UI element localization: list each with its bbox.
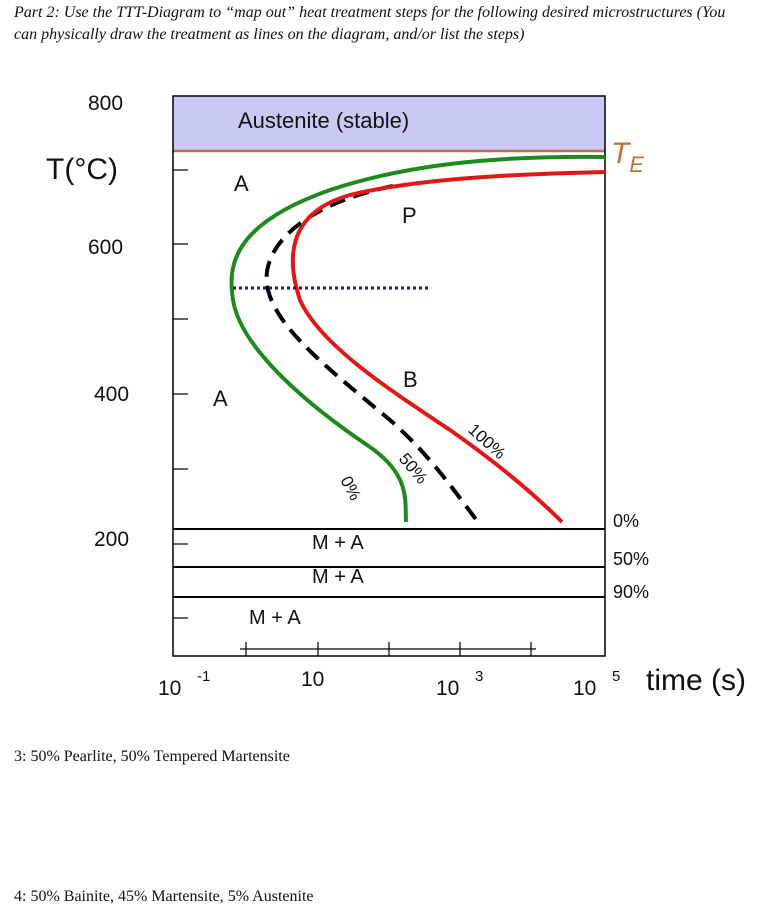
intro-text: Part 2: Use the TTT-Diagram to “map out”… [14, 4, 726, 43]
region-label-martensite-1: M + A [312, 532, 364, 554]
y-tick-label-600: 600 [88, 236, 123, 259]
curve-label-start: 0% [336, 473, 364, 504]
x-tick-label-2: 10 [301, 668, 324, 691]
te-label-main: T [611, 137, 632, 170]
x-tick-exp-4: 5 [612, 668, 620, 685]
x-axis-title: time (s) [646, 664, 746, 697]
region-label-pearlite: P [402, 203, 417, 228]
y-axis-ticks [173, 169, 188, 619]
x-tick-label-1: 10 [158, 677, 181, 700]
m90-line-label: 90% [613, 582, 649, 602]
x-tick-exp-3: 3 [475, 668, 483, 685]
x-tick-label-4: 10 [573, 677, 596, 700]
te-label: TE [611, 137, 644, 177]
x-axis-ticks [240, 642, 536, 656]
region-label-martensite-2: M + A [312, 566, 364, 588]
start-curve-0-percent [229, 154, 606, 523]
y-tick-label-800: 800 [88, 92, 123, 115]
region-label-austenite-lower: A [213, 386, 228, 411]
x-tick-label-3: 10 [436, 677, 459, 700]
stable-austenite-label: Austenite (stable) [238, 108, 409, 133]
x-tick-exp-1: -1 [197, 668, 210, 685]
region-label-martensite-3: M + A [249, 607, 301, 629]
martensite-lines [173, 528, 605, 598]
question-4: 4: 50% Bainite, 45% Martensite, 5% Auste… [14, 888, 314, 905]
stable-austenite-region [173, 96, 605, 151]
m50-line-label: 50% [613, 549, 649, 569]
region-label-austenite-upper: A [234, 171, 249, 196]
y-tick-label-400: 400 [94, 383, 129, 406]
region-label-bainite: B [403, 367, 418, 392]
question-3: 3: 50% Pearlite, 50% Tempered Martensite [14, 748, 290, 765]
y-tick-label-200: 200 [94, 528, 129, 551]
curve-50-percent [264, 184, 480, 524]
finish-curve-100-percent [290, 170, 606, 524]
y-axis-title: T(°C) [46, 153, 118, 186]
ms-line-label: 0% [613, 511, 639, 531]
te-label-sub: E [629, 152, 644, 177]
